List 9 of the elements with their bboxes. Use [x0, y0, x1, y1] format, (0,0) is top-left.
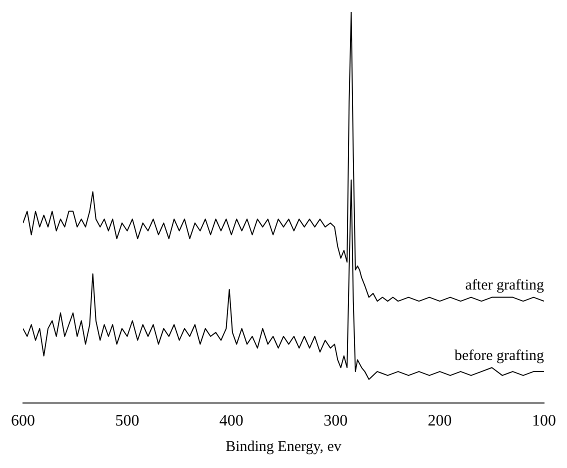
x-tick-label: 600: [11, 412, 35, 430]
x-tick-label: 200: [428, 412, 452, 430]
x-tick-label: 100: [532, 412, 556, 430]
x-tick-label: 500: [115, 412, 140, 430]
x-tick-label: 300: [324, 412, 348, 430]
series-label: after grafting: [465, 278, 544, 294]
x-tick-label: 400: [219, 412, 244, 430]
series-label: before grafting: [454, 348, 544, 364]
x-axis-title: Binding Energy, ev: [226, 438, 342, 455]
